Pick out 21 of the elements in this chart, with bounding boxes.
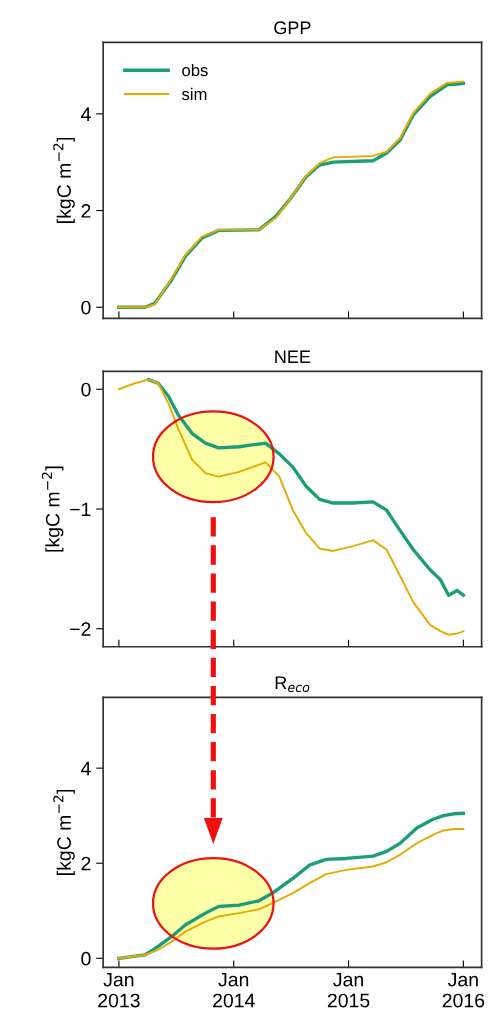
y-tick-label: 0 [81, 300, 91, 315]
y-tick-label: 2 [81, 204, 91, 218]
y-tick-label: −2 [70, 622, 91, 636]
y-tick-label: 4 [81, 761, 91, 776]
legend-label: obs [182, 63, 208, 77]
y-tick-label: 0 [81, 951, 91, 966]
chart-title: NEE [275, 350, 311, 363]
x-tick-label: Jan 2016 [442, 972, 485, 1008]
chart-title: R$_{eco}$ [275, 676, 310, 693]
y-axis-title: [kgC m$^{−2}$] [53, 137, 75, 223]
chart-title: GPP [274, 21, 311, 35]
y-axis-title: [kgC m$^{−2}$] [41, 466, 64, 552]
x-tick-label: Jan 2014 [213, 972, 255, 1008]
y-tick-label: 0 [81, 382, 91, 397]
x-tick-label: Jan 2015 [327, 972, 370, 1008]
legend-label: sim [181, 87, 207, 101]
x-tick-label: Jan 2013 [98, 972, 140, 1008]
y-tick-label: −1 [70, 502, 91, 517]
y-tick-label: 4 [81, 107, 91, 121]
y-axis-title: [kgC m$^{−2}$] [53, 789, 75, 875]
y-tick-label: 2 [81, 856, 91, 871]
